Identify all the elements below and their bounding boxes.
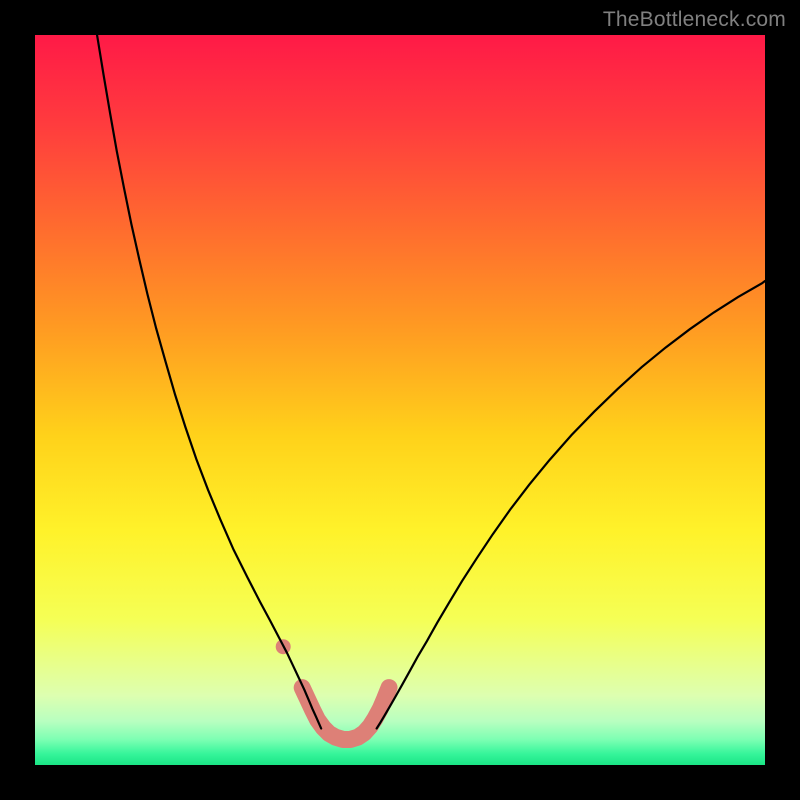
watermark-text: TheBottleneck.com (603, 8, 786, 32)
plot-area (35, 35, 765, 765)
gradient-background (35, 35, 765, 765)
chart-svg (35, 35, 765, 765)
chart-canvas: TheBottleneck.com (0, 0, 800, 800)
